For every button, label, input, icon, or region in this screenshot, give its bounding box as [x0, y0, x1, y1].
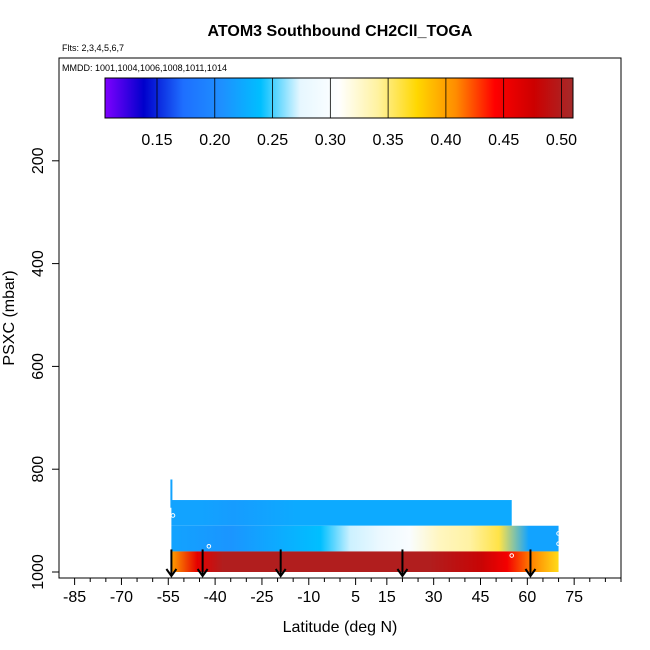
y-tick-label: 800: [30, 456, 47, 483]
latitude-arrow-head: [196, 568, 209, 578]
data-marker: [170, 513, 176, 518]
latitude-arrow-head: [274, 568, 287, 578]
dates-subtitle: MMDD: 1001,1004,1006,1008,1011,1014: [62, 63, 227, 73]
colorbar-tick-label: 0.25: [257, 132, 288, 149]
x-axis-label: Latitude (deg N): [283, 619, 398, 636]
x-tick-label: -55: [157, 589, 180, 606]
x-tick-label: -10: [297, 589, 320, 606]
x-tick-label: 75: [565, 589, 583, 606]
x-tick-label: -70: [110, 589, 133, 606]
x-tick-label: 30: [425, 589, 443, 606]
x-tick-label: 45: [472, 589, 490, 606]
x-tick-label: -40: [204, 589, 227, 606]
colorbar: 0.15 0.20 0.25 0.30 0.35 0.40 0.45 0.50: [104, 77, 577, 149]
heatmap-band: [171, 551, 559, 572]
y-axis-label: PSXC (mbar): [1, 270, 18, 365]
y-tick-label: 600: [30, 353, 47, 380]
heatmap-band: [171, 500, 512, 526]
x-tick-label: 60: [518, 589, 536, 606]
y-tick-label: 1000: [30, 554, 47, 590]
x-axis: -85 -70 -55 -40 -25 -10 5 15 30 45 60 75: [59, 577, 622, 606]
chart-title: ATOM3 Southbound CH2Cll_TOGA: [208, 23, 473, 40]
data-marker: [509, 553, 515, 558]
data-marker: [556, 531, 561, 536]
colorbar-tick-label: 0.20: [199, 132, 230, 149]
data-marker: [556, 541, 561, 547]
x-tick-label: -25: [250, 589, 273, 606]
flights-subtitle: Flts: 2,3,4,5,6,7: [62, 43, 124, 53]
latitude-arrow-head: [396, 568, 409, 578]
y-tick-label: 400: [30, 250, 47, 277]
x-tick-label: 5: [351, 589, 360, 606]
data-marker: [206, 544, 212, 549]
x-tick-label: 15: [378, 589, 396, 606]
colorbar-tick-label: 0.50: [546, 132, 577, 149]
heatmap-band: [171, 525, 559, 552]
overlays: [165, 513, 561, 578]
colorbar-tick-label: 0.30: [315, 132, 346, 149]
y-axis: 200 400 600 800 1000: [30, 147, 60, 590]
colorbar-bar: [104, 77, 574, 119]
latitude-arrow-head: [165, 568, 178, 578]
heatmap: [170, 479, 559, 572]
colorbar-tick-label: 0.45: [488, 132, 519, 149]
colorbar-tick-label: 0.35: [373, 132, 404, 149]
colorbar-tick-label: 0.15: [141, 132, 172, 149]
latitude-arrow-head: [524, 568, 537, 578]
y-tick-label: 200: [30, 147, 47, 174]
x-tick-label: -85: [63, 589, 86, 606]
colorbar-tick-label: 0.40: [430, 132, 461, 149]
